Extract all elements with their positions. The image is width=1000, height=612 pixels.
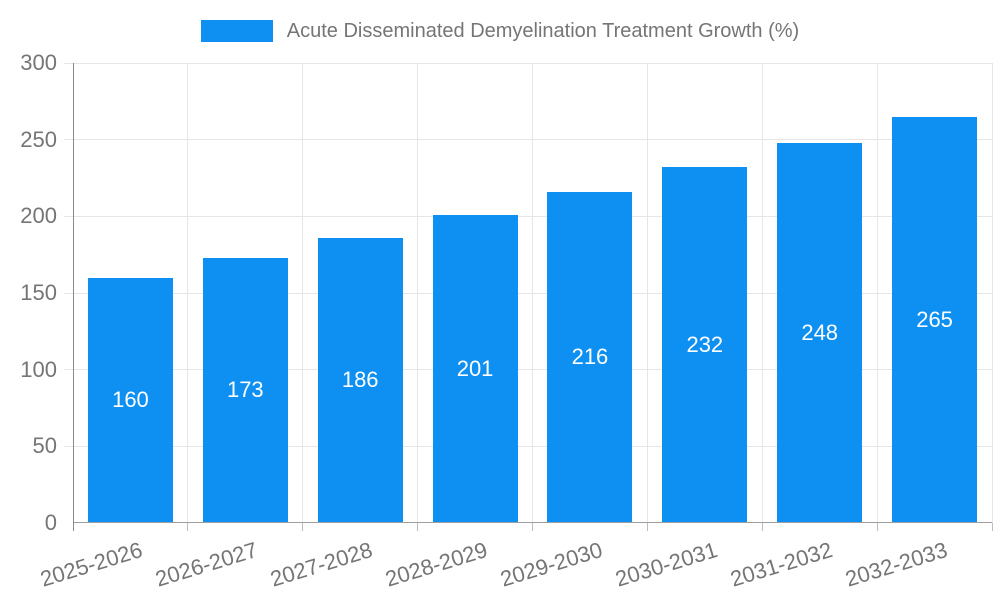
bar-value-label: 265 [916, 306, 953, 332]
bar[interactable]: 186 [317, 237, 403, 523]
bar-value-label: 232 [686, 332, 724, 358]
x-axis-tick [417, 523, 419, 531]
x-axis-tick [991, 523, 993, 531]
bar[interactable]: 173 [202, 257, 288, 523]
x-gridline [876, 63, 878, 523]
y-axis-label: 250 [20, 126, 57, 152]
bar[interactable]: 265 [892, 116, 978, 523]
x-axis-tick [302, 523, 304, 531]
bar-value-label: 186 [341, 367, 379, 393]
x-axis-tick [646, 523, 648, 531]
y-axis-label: 100 [20, 356, 57, 382]
y-axis-line [73, 63, 74, 531]
x-gridline [417, 63, 419, 523]
bar-value-label: 201 [456, 355, 494, 381]
y-gridline [64, 215, 992, 217]
legend-label: Acute Disseminated Demyelination Treatme… [286, 19, 800, 42]
x-gridline [991, 63, 993, 523]
bar[interactable]: 201 [432, 214, 518, 523]
x-axis-tick [532, 523, 533, 531]
y-gridline [64, 62, 992, 64]
y-axis-label: 300 [20, 50, 57, 75]
y-gridline [64, 445, 992, 447]
bar[interactable]: 216 [547, 191, 633, 523]
chart-legend: Acute Disseminated Demyelination Treatme… [0, 18, 1000, 44]
legend-swatch [200, 20, 273, 42]
x-axis-tick [761, 523, 763, 531]
bar[interactable]: 232 [662, 167, 748, 523]
x-axis-tick [876, 523, 878, 531]
x-gridline [187, 63, 189, 523]
y-axis-label: 150 [20, 280, 57, 305]
x-gridline [302, 63, 304, 523]
bar[interactable]: 160 [87, 277, 173, 523]
y-gridline [64, 139, 992, 141]
x-gridline [646, 63, 648, 523]
bar-value-label: 173 [226, 377, 264, 403]
bar-value-label: 160 [112, 387, 149, 413]
y-axis-label: 0 [44, 510, 57, 535]
plot-area: 0 50 100 150 200 250 300 160 2025-2026 173 2026-20… [20, 50, 993, 592]
bar-value-label: 216 [571, 344, 609, 370]
bar[interactable]: 248 [777, 142, 863, 523]
y-gridline [64, 369, 992, 371]
y-axis-label: 50 [32, 433, 57, 459]
x-axis-tick [187, 523, 189, 531]
x-gridline [761, 63, 763, 523]
x-gridline [532, 63, 533, 523]
y-axis-label: 200 [20, 203, 57, 229]
x-axis-line [73, 522, 992, 523]
y-gridline [64, 292, 992, 294]
bar-value-label: 248 [801, 319, 839, 345]
